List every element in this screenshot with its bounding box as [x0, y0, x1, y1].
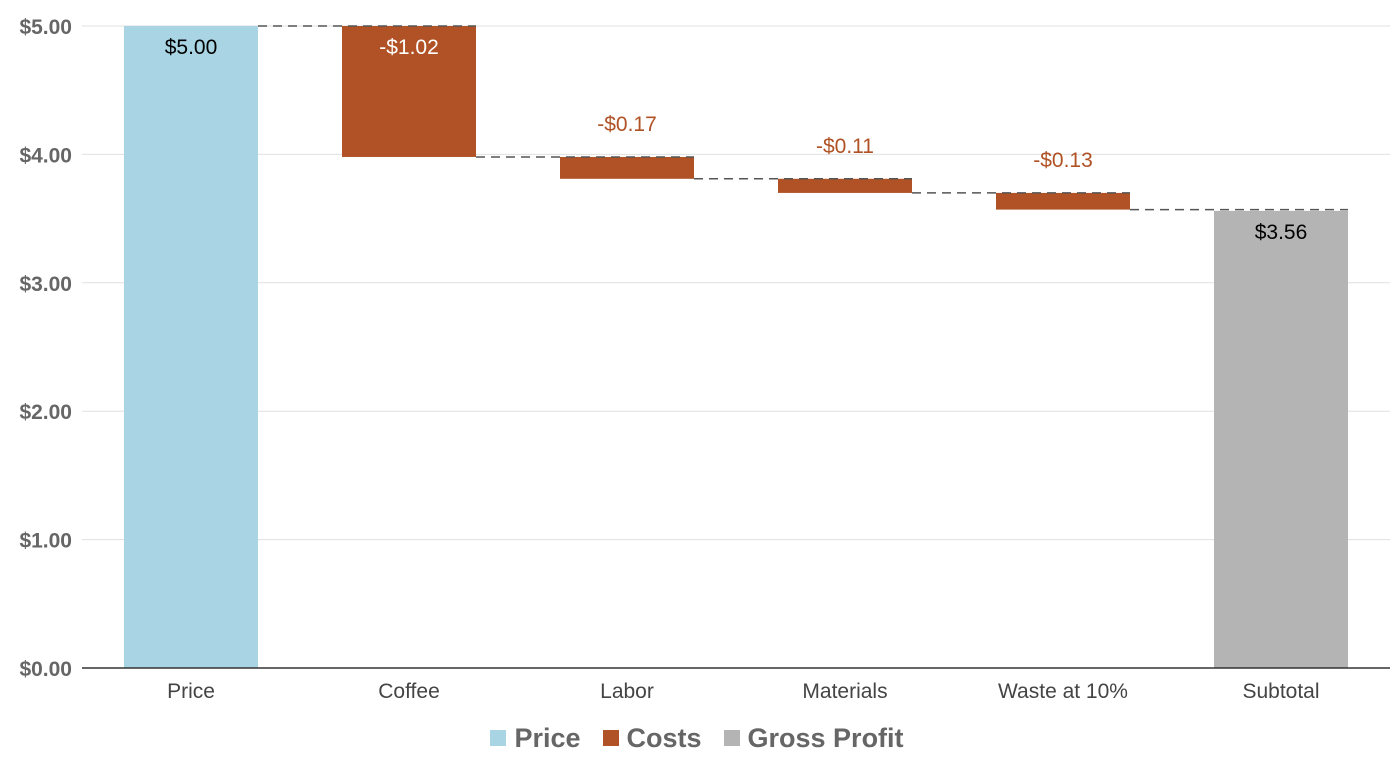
x-tick-label: Labor	[600, 680, 654, 700]
data-label: -$0.13	[1033, 149, 1093, 172]
connector-lines	[258, 25, 1348, 211]
x-axis: Price Coffee Labor Materials Waste at 10% Sub…	[82, 667, 1390, 700]
y-tick-label: $1.00	[19, 530, 72, 553]
data-label: $3.56	[1255, 221, 1308, 244]
x-tick-label: Subtotal	[1242, 680, 1319, 700]
x-tick-label: Price	[167, 680, 215, 700]
legend-label-gross-profit: Gross Profit	[747, 722, 904, 753]
legend-swatch-price	[490, 730, 507, 746]
y-tick-label: $3.00	[19, 273, 72, 296]
bar-price	[124, 26, 258, 668]
x-tick-label: Materials	[802, 680, 887, 700]
legend-item-costs: Costs	[602, 722, 702, 754]
y-tick-label: $5.00	[19, 16, 72, 39]
bar-labor	[560, 156, 694, 179]
bar-materials	[778, 178, 912, 193]
bars	[124, 26, 1348, 668]
y-axis: $0.00 $1.00 $2.00 $3.00 $4.00 $5.00	[19, 16, 72, 681]
bar-waste-at-10-	[996, 192, 1130, 210]
y-tick-label: $4.00	[19, 144, 72, 167]
legend-item-gross-profit: Gross Profit	[723, 722, 904, 754]
y-tick-label: $2.00	[19, 401, 72, 424]
legend-label-costs: Costs	[626, 722, 702, 753]
x-tick-label: Waste at 10%	[998, 680, 1128, 700]
data-label: -$0.17	[597, 113, 657, 136]
data-label: -$1.02	[379, 36, 439, 59]
data-labels: $5.00 -$1.02 -$0.17 -$0.11 -$0.13 $3.56	[165, 36, 1308, 244]
legend-swatch-costs	[602, 730, 619, 746]
data-label: -$0.11	[816, 135, 874, 158]
bar-coffee	[342, 26, 476, 157]
legend-label-price: Price	[514, 722, 581, 753]
gridlines	[82, 25, 1390, 541]
legend: Price Costs Gross Profit	[0, 718, 1394, 758]
data-label: $5.00	[165, 36, 218, 59]
x-tick-label: Coffee	[378, 680, 440, 700]
legend-swatch-gross-profit	[723, 730, 740, 746]
waterfall-chart: $0.00 $1.00 $2.00 $3.00 $4.00 $5.00 $5.00 -$1.…	[19, 16, 1390, 700]
bar-subtotal	[1214, 210, 1348, 668]
legend-item-price: Price	[490, 722, 581, 754]
y-tick-label: $0.00	[19, 658, 72, 681]
